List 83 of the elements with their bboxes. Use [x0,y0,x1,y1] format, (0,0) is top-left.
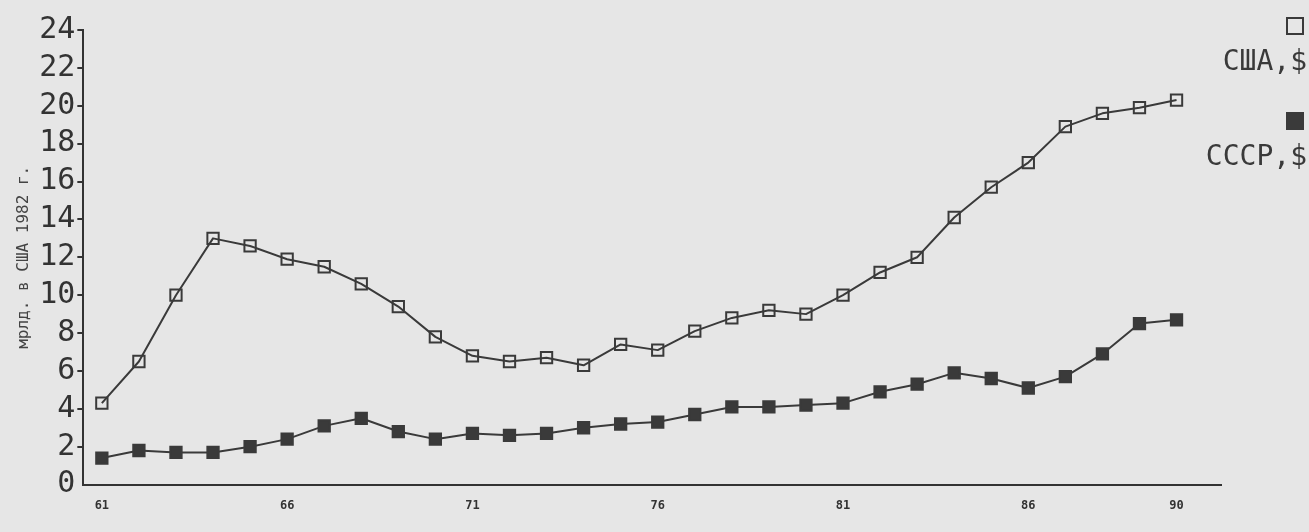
point [95,396,109,410]
point [614,337,628,352]
point [1169,93,1184,107]
point [539,426,554,441]
point [391,299,405,314]
point [169,288,183,302]
point [317,419,331,433]
point [243,239,257,253]
point [206,231,220,246]
point [465,426,480,441]
point [651,343,665,357]
x-tick-label: 76 [650,497,665,512]
point [910,250,924,264]
point [428,432,443,446]
point [947,210,961,225]
point [1169,313,1184,327]
point [688,324,702,338]
y-tick-label: 10 [39,274,76,310]
legend-label: США,$ [1222,44,1307,78]
point [1058,369,1073,384]
y-tick-label: 24 [39,9,76,45]
point [502,354,517,369]
y-tick-label: 22 [39,47,76,83]
point [502,428,517,443]
point [132,354,146,369]
point [391,424,405,439]
y-tick-label: 0 [57,464,76,500]
point [836,396,850,410]
point [873,265,887,280]
y-tick-label: 12 [39,237,76,273]
point [354,411,368,425]
point [576,421,591,435]
point [1021,381,1035,395]
point [576,358,591,372]
point [354,277,368,291]
x-tick-label: 86 [1021,497,1036,512]
y-tick-label: 18 [39,123,76,159]
y-tick-label: 8 [57,312,76,348]
point [465,349,480,363]
point [317,260,331,274]
point [428,330,443,344]
point [95,451,109,465]
point [910,377,924,391]
point [280,432,294,446]
point [984,371,998,386]
x-tick-label: 81 [835,497,851,512]
point [725,311,739,325]
point [1132,101,1147,115]
y-tick-label: 2 [57,426,76,462]
point [132,443,146,458]
point [169,445,183,460]
point [539,351,554,365]
point [1058,119,1073,134]
point [799,398,813,412]
point [651,415,665,429]
y-tick-label: 6 [57,350,76,386]
x-tick-label: 61 [94,497,110,512]
y-tick-label: 16 [39,161,76,197]
point [799,307,813,321]
point [762,400,776,414]
y-axis-title: мрлд. в США 1982 г. [12,165,32,349]
y-tick-label: 14 [39,199,76,235]
point [1095,347,1110,361]
point [688,407,702,422]
legend-label: СССР,$ [1205,139,1307,173]
point [1132,316,1147,331]
y-tick-label: 4 [57,388,76,424]
point [206,445,220,460]
point [947,366,961,380]
point [1095,106,1110,120]
point [873,385,887,399]
x-tick-label: 90 [1169,497,1184,512]
point [1021,155,1035,170]
point [762,303,776,317]
point [280,252,294,266]
point [614,417,628,431]
x-tick-label: 66 [279,497,295,512]
point [243,440,257,454]
x-tick-label: 71 [465,497,480,512]
point [836,288,850,302]
point [984,180,998,194]
y-tick-label: 20 [39,85,76,121]
point [725,400,739,414]
